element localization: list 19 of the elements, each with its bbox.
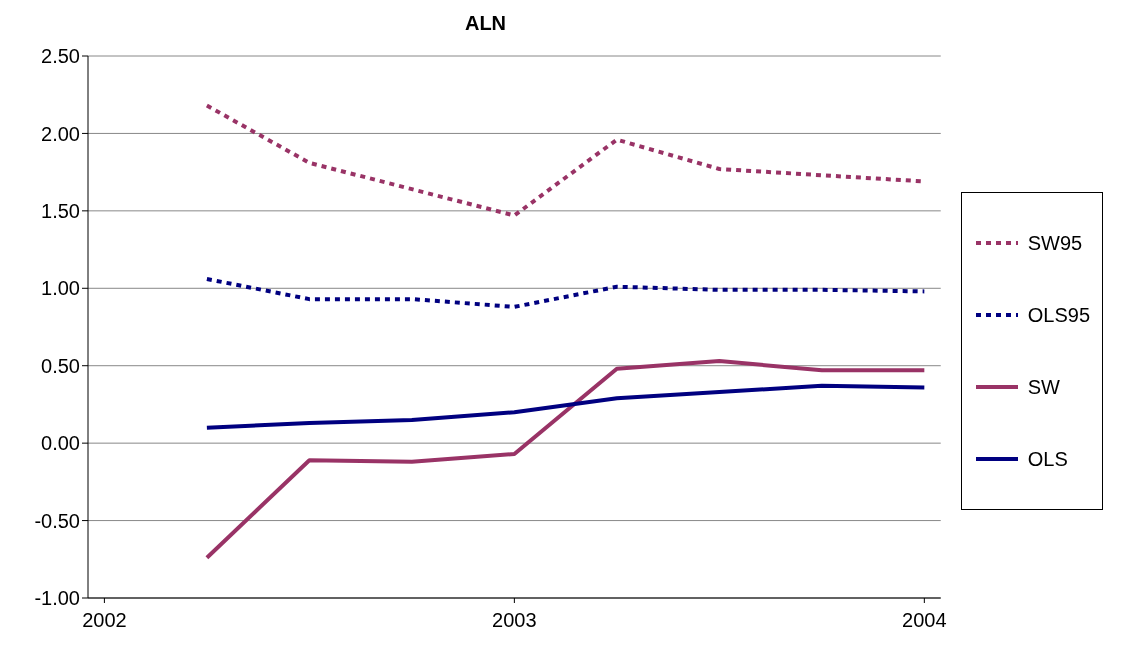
y-tick-label: 0.50 xyxy=(41,354,80,377)
y-tick-label: 1.00 xyxy=(41,277,80,300)
legend-label: OLS95 xyxy=(1027,303,1090,327)
y-tick-label: 2.00 xyxy=(41,122,80,145)
x-tick-label: 2003 xyxy=(492,609,537,631)
x-tick-label: 2004 xyxy=(902,609,947,631)
line-series xyxy=(204,359,927,560)
y-tick-label: 2.50 xyxy=(41,45,80,68)
line-series xyxy=(204,383,927,430)
chart-title: ALN xyxy=(463,11,508,36)
y-tick-label: -0.50 xyxy=(34,509,80,532)
y-tick-label: -1.00 xyxy=(34,587,80,610)
legend-label: SW xyxy=(1027,375,1060,399)
x-tick-label: 2002 xyxy=(82,609,127,631)
y-tick-label: 0.00 xyxy=(41,432,80,455)
legend-label: SW95 xyxy=(1027,231,1083,255)
y-tick-label: 1.50 xyxy=(41,199,80,222)
legend-label: OLS xyxy=(1027,447,1068,471)
line-series xyxy=(204,276,927,309)
